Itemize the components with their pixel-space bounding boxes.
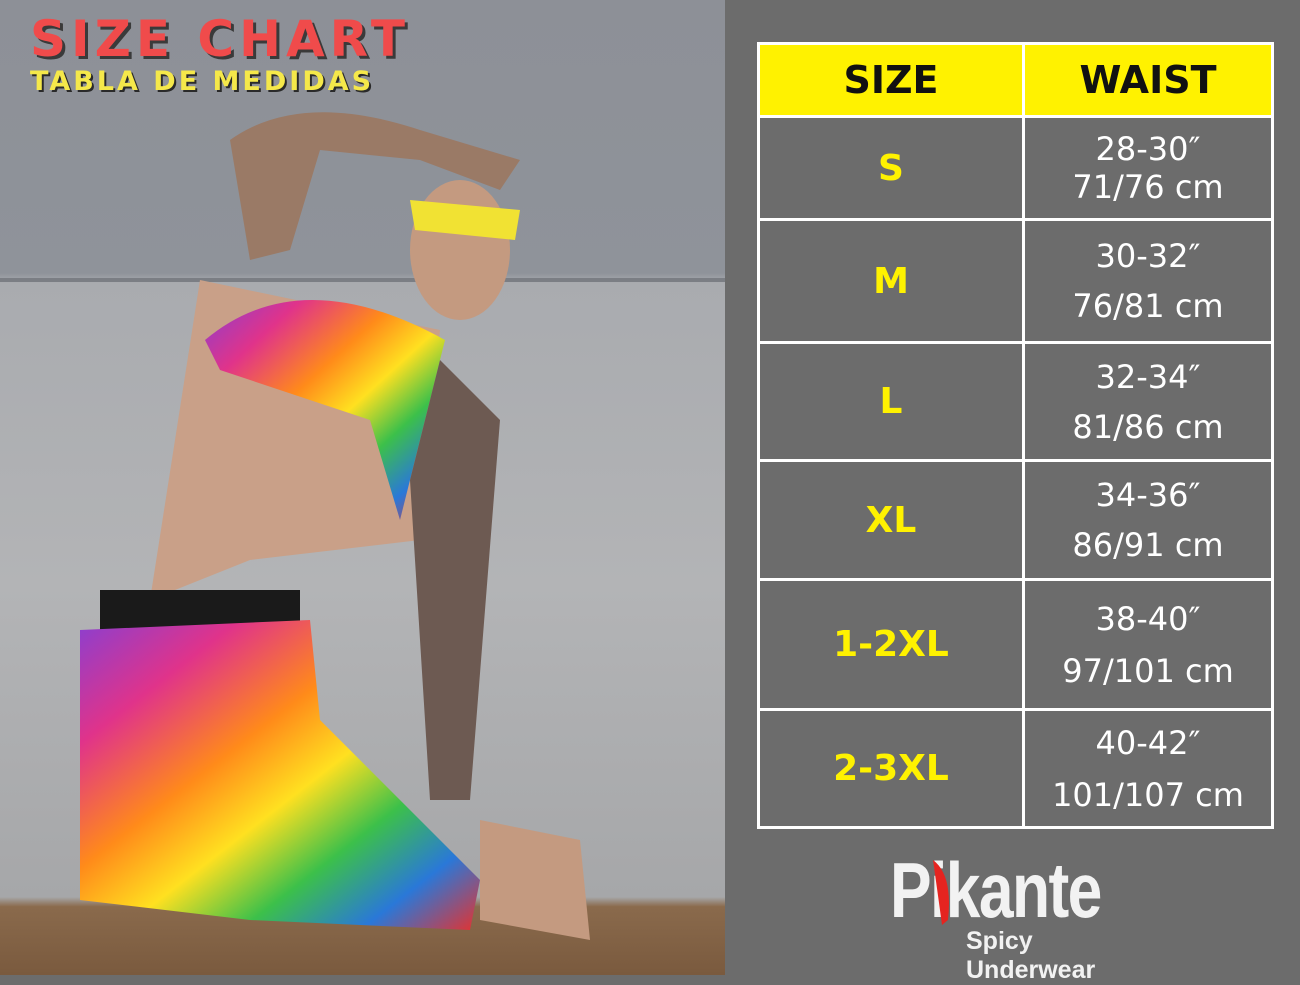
size-cell: L (757, 341, 1025, 462)
waist-inches: 30-32″ (1095, 237, 1201, 275)
table-header-row: SIZE WAIST (757, 42, 1274, 118)
table-row: M 30-32″ 76/81 cm (757, 218, 1274, 344)
waist-cell: 40-42″ 101/107 cm (1022, 708, 1274, 829)
size-cell: M (757, 218, 1025, 344)
wall-ledge (0, 278, 725, 282)
brand-name: Pikante (890, 846, 1102, 934)
waist-cm: 71/76 cm (1072, 168, 1224, 206)
table-row: XL 34-36″ 86/91 cm (757, 459, 1274, 581)
table-row: L 32-34″ 81/86 cm (757, 341, 1274, 462)
waist-inches: 32-34″ (1095, 357, 1201, 396)
waist-cell: 32-34″ 81/86 cm (1022, 341, 1274, 462)
size-table: SIZE WAIST S 28-30″ 71/76 cm M 30-32″ 76/8… (757, 42, 1274, 829)
waist-inches: 40-42″ (1095, 723, 1201, 762)
waist-cm: 76/81 cm (1072, 287, 1224, 325)
size-cell: S (757, 115, 1025, 221)
waist-inches: 28-30″ (1095, 130, 1201, 168)
waist-cell: 34-36″ 86/91 cm (1022, 459, 1274, 581)
table-row: 1-2XL 38-40″ 97/101 cm (757, 578, 1274, 711)
waist-cell: 28-30″ 71/76 cm (1022, 115, 1274, 221)
waist-cell: 38-40″ 97/101 cm (1022, 578, 1274, 711)
table-row: S 28-30″ 71/76 cm (757, 115, 1274, 221)
model-photo: SIZE CHART TABLA DE MEDIDAS (0, 0, 725, 975)
waist-cell: 30-32″ 76/81 cm (1022, 218, 1274, 344)
brand-tagline: Spicy Underwear (966, 927, 1096, 984)
waist-inches: 38-40″ (1095, 599, 1201, 638)
size-cell: 1-2XL (757, 578, 1025, 711)
chili-pepper-icon (933, 860, 949, 925)
size-cell: XL (757, 459, 1025, 581)
table-row: 2-3XL 40-42″ 101/107 cm (757, 708, 1274, 829)
column-header-waist: WAIST (1022, 42, 1274, 118)
waist-cm: 81/86 cm (1072, 407, 1224, 446)
column-header-size: SIZE (757, 42, 1025, 118)
waist-inches: 34-36″ (1095, 476, 1201, 514)
model-figure (80, 112, 590, 940)
waist-cm: 97/101 cm (1062, 651, 1234, 690)
brand-logo: Pikante Spicy Underwear (890, 845, 1160, 984)
waist-cm: 101/107 cm (1052, 775, 1244, 814)
size-cell: 2-3XL (757, 708, 1025, 829)
size-chart-title: SIZE CHART (30, 10, 411, 68)
waist-cm: 86/91 cm (1072, 526, 1224, 564)
size-chart-subtitle: TABLA DE MEDIDAS (30, 66, 375, 97)
